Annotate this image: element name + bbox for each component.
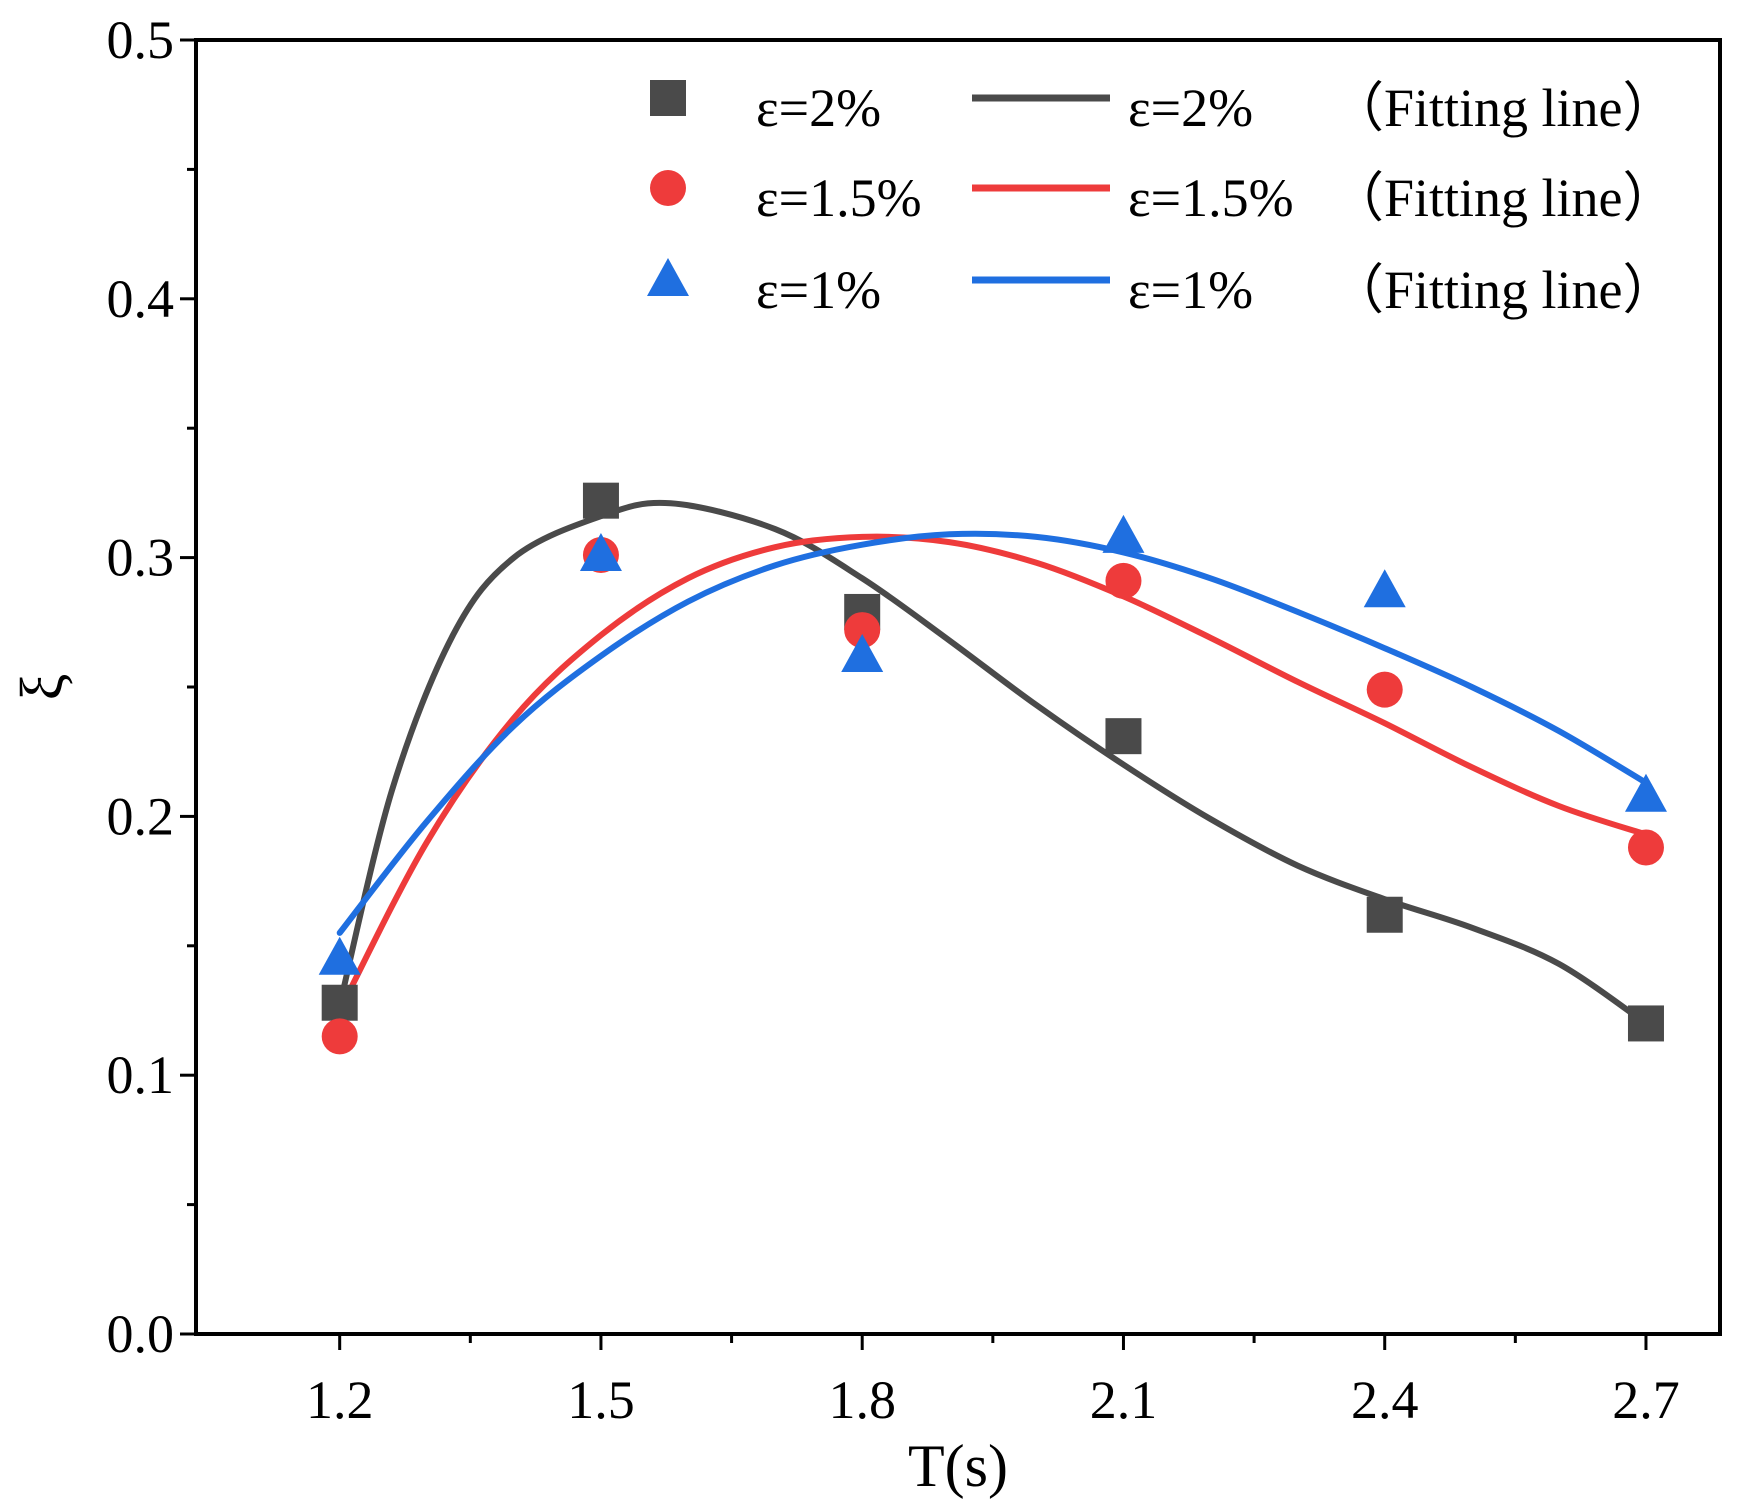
y-tick-label: 0.4	[107, 269, 175, 329]
legend-label-series-3: ε=1%	[756, 260, 881, 320]
data-point-series-3	[579, 533, 622, 572]
legend-marker-series-2	[650, 170, 686, 206]
legend-fit-suffix-series-3: （Fitting line）	[1330, 260, 1677, 320]
x-tick-label: 2.4	[1351, 1370, 1419, 1430]
legend-marker-series-1	[650, 80, 686, 116]
legend-fit-label-series-1: ε=2%	[1128, 78, 1253, 138]
y-axis-title: ξ	[9, 674, 75, 701]
x-tick-label: 2.1	[1090, 1370, 1158, 1430]
data-point-series-1	[1366, 896, 1403, 933]
plot-frame	[194, 38, 1722, 1336]
x-tick-label: 2.7	[1612, 1370, 1680, 1430]
data-point-series-2	[1627, 829, 1664, 866]
data-point-series-1	[321, 984, 358, 1021]
legend-fit-suffix-series-1: （Fitting line）	[1330, 78, 1677, 138]
legend-fit-label-series-2: ε=1.5%	[1128, 168, 1294, 228]
legend-label-series-2: ε=1.5%	[756, 168, 922, 228]
data-point-series-2	[321, 1018, 358, 1055]
legend-label-series-1: ε=2%	[756, 78, 881, 138]
y-tick-label: 0.5	[107, 10, 175, 70]
data-point-series-3	[1102, 514, 1145, 553]
y-tick-label: 0.0	[107, 1304, 175, 1364]
data-point-series-3	[1363, 569, 1406, 608]
y-tick-label: 0.2	[107, 786, 175, 846]
x-tick-label: 1.5	[567, 1370, 635, 1430]
data-point-series-1	[1627, 1005, 1664, 1042]
fit-line-series-1	[336, 499, 1649, 1027]
data-point-series-1	[582, 482, 619, 519]
x-axis-title: T(s)	[908, 1433, 1008, 1499]
fit-line-series-3	[336, 530, 1649, 936]
data-point-series-2	[844, 612, 881, 649]
x-tick-label: 1.8	[828, 1370, 896, 1430]
data-point-series-3	[318, 936, 361, 975]
data-point-series-1	[1105, 718, 1142, 755]
legend-fit-suffix-series-2: （Fitting line）	[1330, 168, 1677, 228]
data-point-series-2	[1105, 562, 1142, 599]
data-point-series-2	[1366, 671, 1403, 708]
data-point-series-3	[1624, 773, 1667, 812]
fit-line-series-2	[336, 533, 1649, 1014]
y-tick-label: 0.1	[107, 1045, 175, 1105]
data-point-series-3	[841, 633, 884, 672]
legend-fit-label-series-3: ε=1%	[1128, 260, 1253, 320]
x-tick-label: 1.2	[306, 1370, 374, 1430]
legend-marker-series-3	[647, 258, 689, 296]
y-tick-label: 0.3	[107, 528, 175, 588]
